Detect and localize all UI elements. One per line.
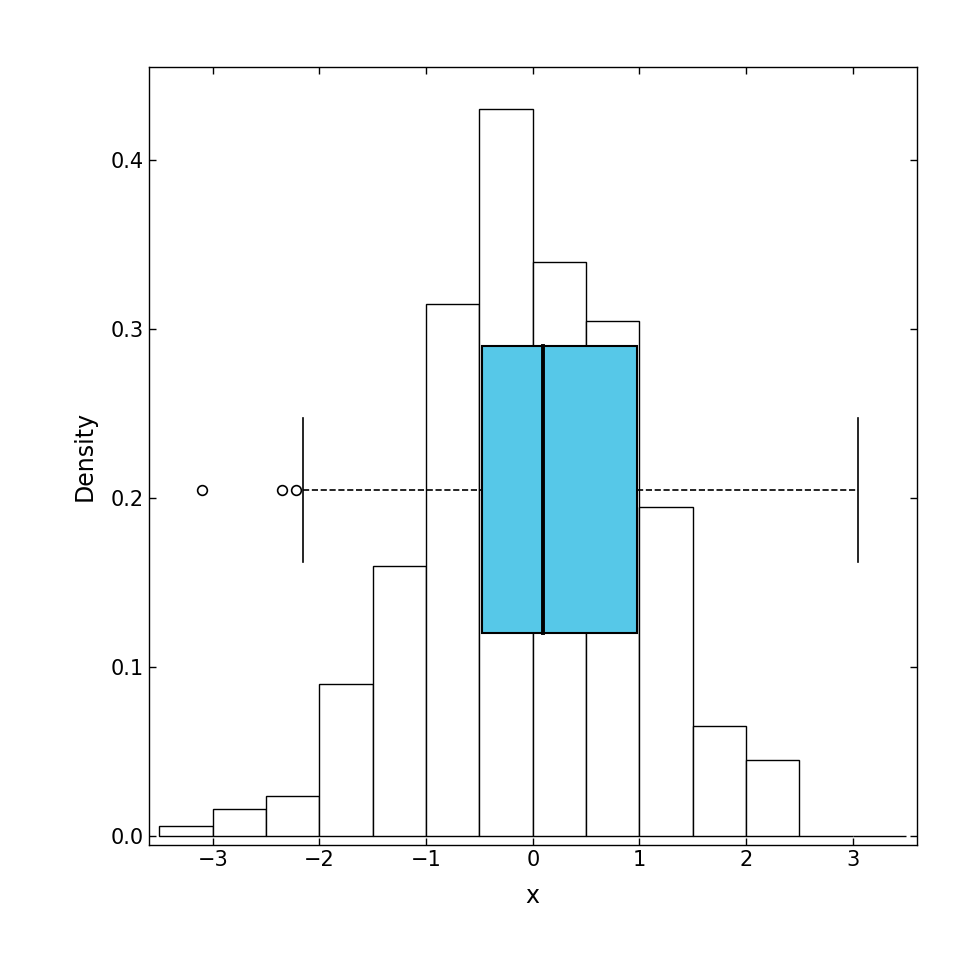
Y-axis label: Density: Density [73,411,97,501]
Bar [479,109,533,836]
Bar [372,565,426,836]
Bar [266,796,320,836]
Bar [746,760,800,836]
Bar [213,809,266,836]
Bar [639,507,693,836]
Bar [693,727,746,836]
Bar [426,304,479,836]
Bar [159,827,213,836]
Bar [482,347,637,634]
Bar [587,321,639,836]
X-axis label: x: x [526,883,540,907]
Bar [533,261,587,836]
Bar [320,684,372,836]
